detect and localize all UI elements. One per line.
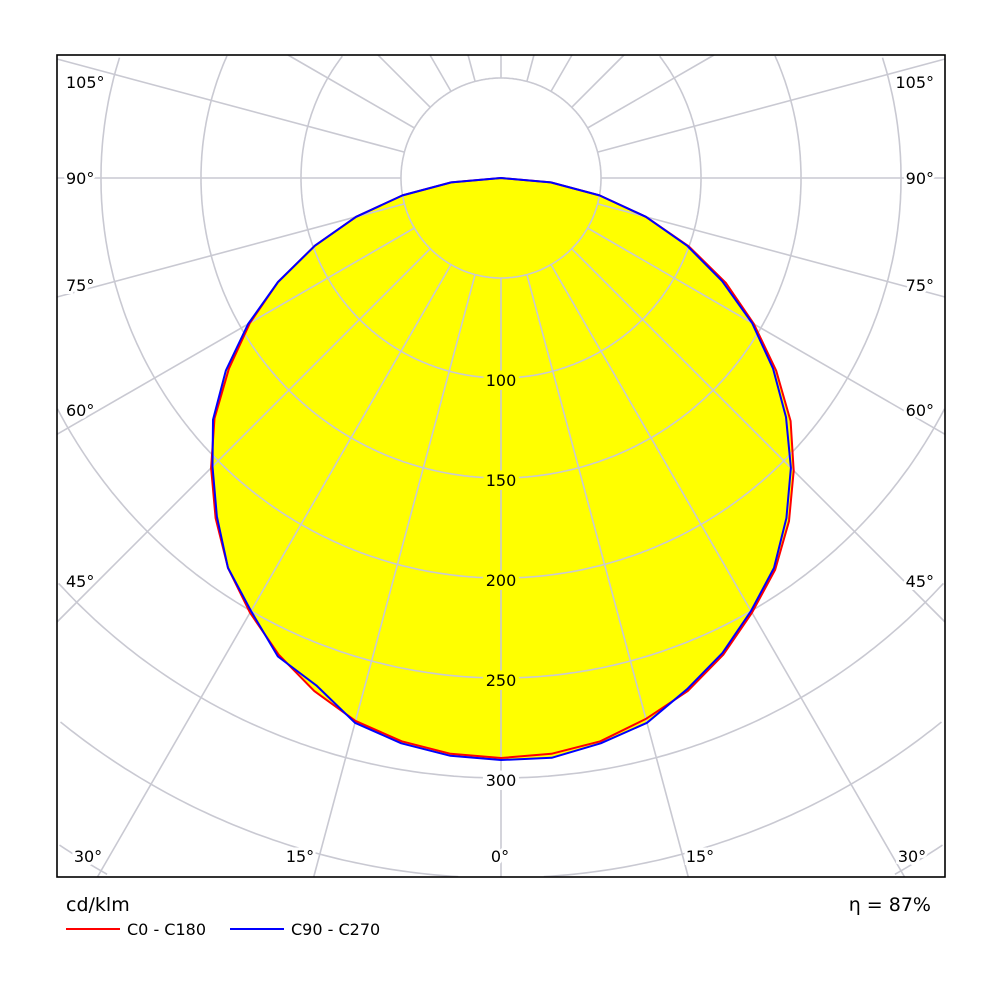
legend-label-c90-c270: C90 - C270 [291, 920, 380, 939]
radial-grid-ring [300, 55, 702, 379]
angle-grid-line [287, 54, 415, 129]
angle-grid-line [550, 264, 906, 878]
angle-grid-line [96, 264, 452, 878]
radial-tick-label: 300 [486, 771, 517, 790]
angle-grid-line [56, 203, 405, 298]
angle-label: 60° [66, 401, 94, 420]
angle-label: 30° [74, 847, 102, 866]
plot-frame [56, 54, 946, 878]
legend-label-c0-c180: C0 - C180 [127, 920, 206, 939]
radial-grid-ring [59, 721, 943, 878]
angle-label: 90° [906, 169, 934, 188]
angle-grid-line [597, 58, 946, 153]
unit-label: cd/klm [66, 894, 130, 916]
angle-label: 60° [906, 401, 934, 420]
radial-grid-ring [58, 582, 944, 779]
angle-grid-line [526, 54, 535, 82]
angle-grid-line [571, 248, 946, 623]
angle-grid-line [597, 203, 946, 298]
angle-grid-line [429, 54, 452, 92]
radial-tick-label: 250 [486, 671, 517, 690]
radial-grid-ring [59, 844, 943, 875]
angle-label: 15° [686, 847, 714, 866]
radial-tick-label: 150 [486, 471, 517, 490]
angle-label: 75° [66, 276, 94, 295]
angle-grid-line [587, 54, 715, 129]
angle-grid-line [56, 58, 405, 153]
radial-grid-ring [56, 408, 946, 679]
angle-grid-line [467, 54, 476, 82]
legend: C0 - C180 C90 - C270 [66, 920, 380, 939]
series-curve-c90-c270 [211, 177, 792, 761]
radial-tick-label: 100 [486, 371, 517, 390]
angle-label: 45° [66, 572, 94, 591]
angle-grid-line [550, 54, 573, 92]
angle-label: 45° [906, 572, 934, 591]
angle-grid-line [587, 227, 946, 436]
angle-label: 75° [906, 276, 934, 295]
radial-grid-ring [200, 55, 802, 479]
radial-tick-label: 200 [486, 571, 517, 590]
angle-grid-line [56, 227, 415, 436]
angle-grid-line [312, 274, 476, 878]
angle-grid-line [377, 54, 431, 108]
angle-grid-line [571, 54, 625, 108]
angle-label: 15° [286, 847, 314, 866]
angle-grid-line [526, 274, 690, 878]
efficiency-label: η = 87% [849, 894, 931, 916]
radial-grid-ring [100, 57, 902, 579]
angle-label: 105° [895, 73, 934, 92]
angle-grid-line [56, 248, 431, 623]
angle-label: 105° [66, 73, 105, 92]
angle-label: 30° [898, 847, 926, 866]
angle-label: 90° [66, 169, 94, 188]
angle-label: 0° [491, 847, 509, 866]
